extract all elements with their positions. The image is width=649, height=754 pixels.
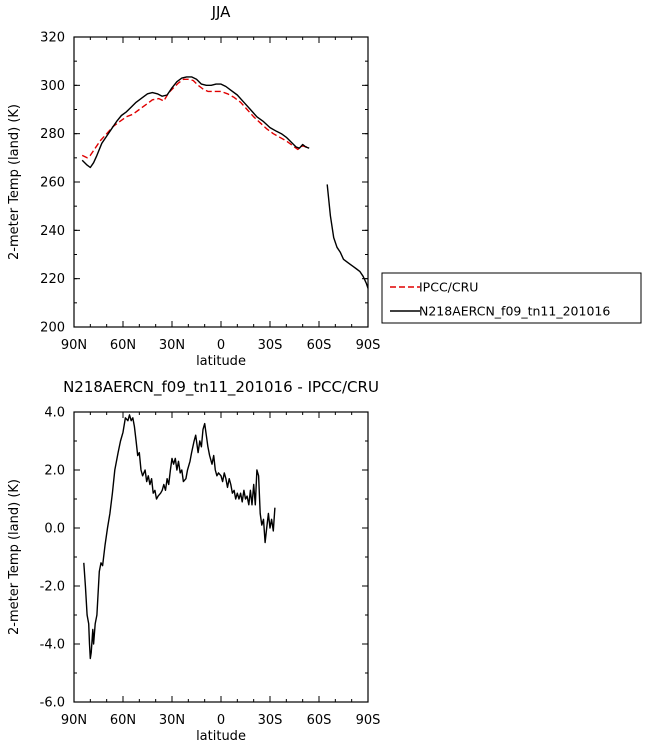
bottom-x-tick-label: 60S (307, 713, 332, 728)
top-x-tick-label: 60N (110, 338, 136, 353)
bottom-chart-title: N218AERCN_f09_tn11_201016 - IPCC/CRU (63, 378, 379, 397)
bottom-x-tick-label: 90S (356, 713, 381, 728)
top-y-tick-label: 320 (40, 31, 65, 46)
top-series-1-line (81, 76, 310, 169)
top-y-tick-label: 300 (40, 79, 65, 94)
bottom-x-tick-label: 30N (159, 713, 185, 728)
top-x-tick-label: 90N (61, 338, 87, 353)
top-plot-frame (73, 36, 369, 328)
top-y-tick-label: 200 (40, 321, 65, 336)
bottom-x-axis-label: latitude (196, 729, 246, 744)
bottom-y-axis-label: 2-meter Temp (land) (K) (7, 479, 22, 635)
bottom-y-tick-label: 2.0 (44, 464, 65, 479)
bottom-y-tick-label: -4.0 (40, 638, 65, 653)
top-y-tick-label: 260 (40, 176, 65, 191)
bottom-x-tick-label: 60N (110, 713, 136, 728)
legend-label-0: IPCC/CRU (419, 280, 478, 295)
top-y-axis-label: 2-meter Temp (land) (K) (7, 104, 22, 260)
top-x-tick-label: 30N (159, 338, 185, 353)
top-y-tick-label: 220 (40, 272, 65, 287)
bottom-x-tick-label: 30S (258, 713, 283, 728)
legend-box (381, 272, 642, 324)
legend: IPCC/CRU N218AERCN_f09_tn11_201016 (381, 272, 642, 324)
top-series-0-line (81, 78, 310, 159)
bottom-y-tick-label: -6.0 (40, 696, 65, 711)
bottom-y-tick-label: 0.0 (44, 522, 65, 537)
top-x-tick-label: 60S (307, 338, 332, 353)
top-chart-title: JJA (211, 3, 232, 21)
top-x-tick-label: 90S (356, 338, 381, 353)
bottom-y-tick-label: -2.0 (40, 580, 65, 595)
bottom-y-tick-label: 4.0 (44, 406, 65, 421)
top-y-tick-label: 240 (40, 224, 65, 239)
top-y-tick-label: 280 (40, 127, 65, 142)
legend-label-1: N218AERCN_f09_tn11_201016 (419, 304, 610, 319)
chart-bottom: -6.0 -4.0 -2.0 0.0 2.0 4.0 90N 60N 30N 0 30S 60S 90S… (7, 378, 380, 744)
top-x-tick-label: 0 (217, 338, 225, 353)
top-x-axis-label: latitude (196, 354, 246, 369)
chart-top: 200 220 240 260 280 300 320 90N 60N 30N 0 30S 60S 90S… (7, 3, 380, 369)
top-x-tick-label: 30S (258, 338, 283, 353)
bottom-series-0-line (83, 414, 276, 660)
bottom-x-tick-label: 90N (61, 713, 87, 728)
top-series-1-line (326, 184, 369, 289)
bottom-x-tick-label: 0 (217, 713, 225, 728)
